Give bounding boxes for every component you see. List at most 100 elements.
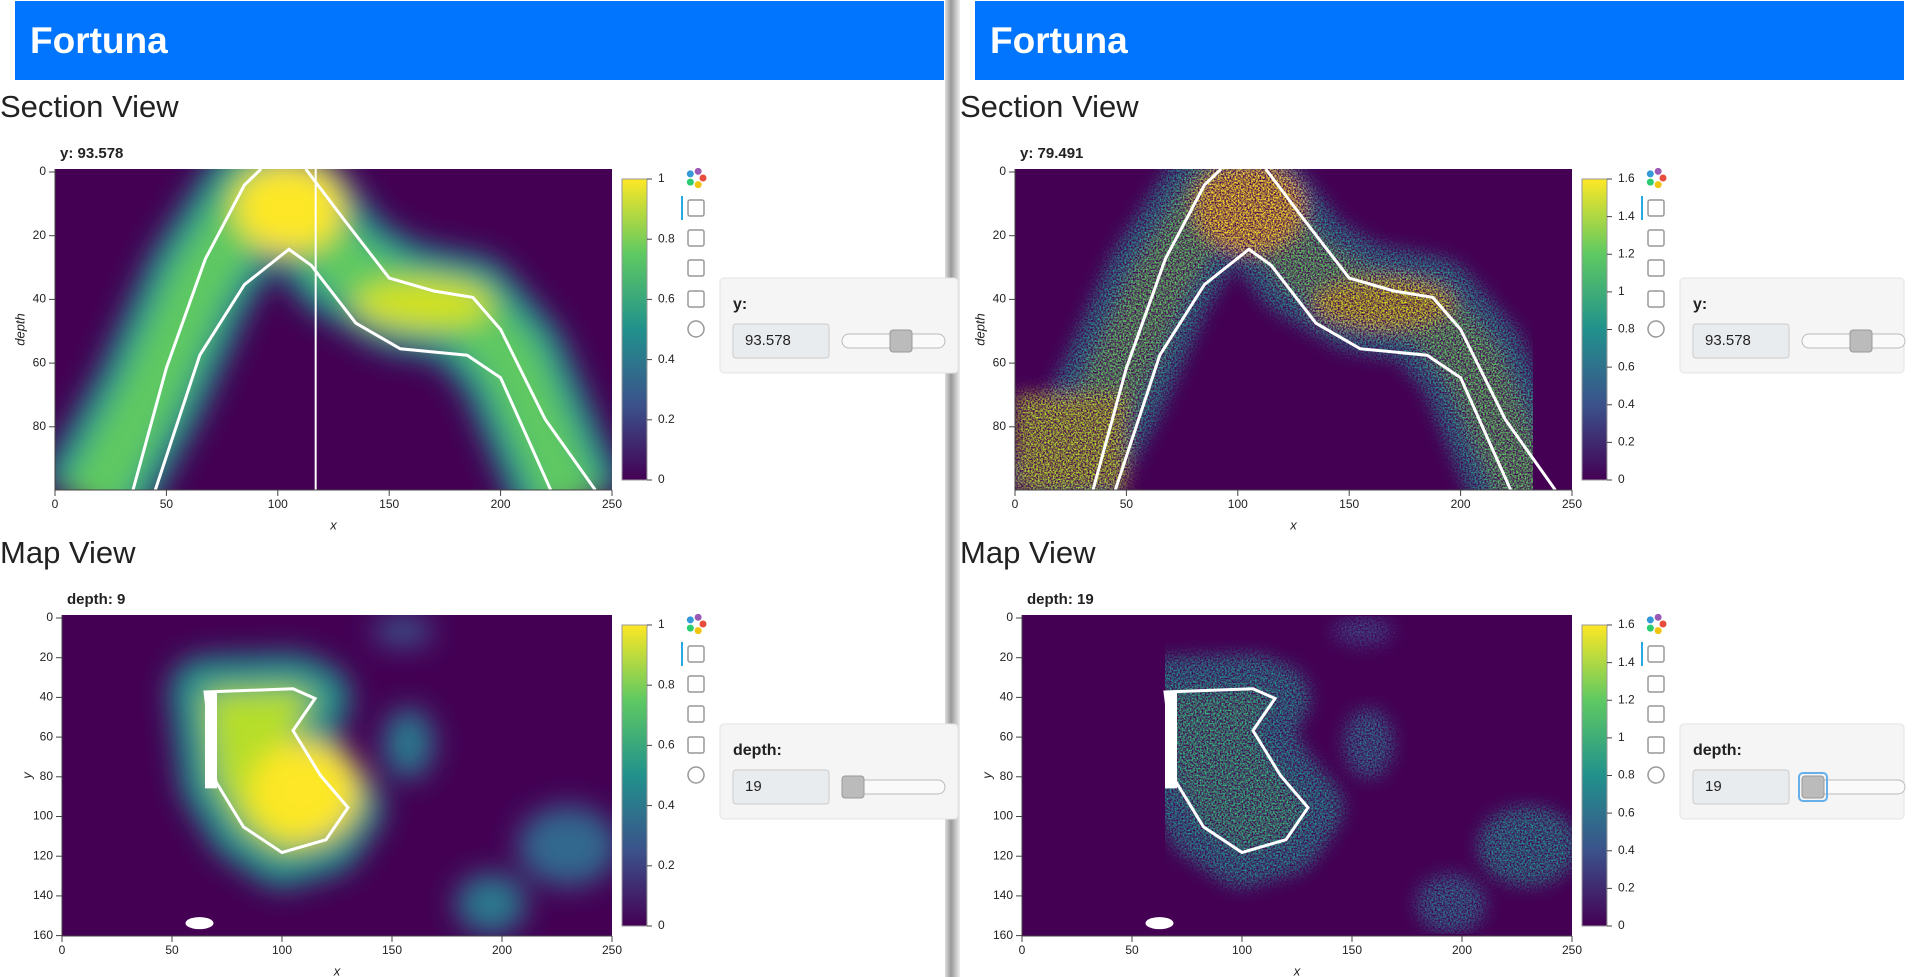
toolbar-button[interactable] [1647,705,1665,723]
slider-focus [1798,772,1828,802]
slider-handle[interactable] [1849,329,1873,353]
horizon-line [304,169,597,490]
x-axis-label: x [1289,517,1297,532]
toolbar-button[interactable] [1647,766,1665,784]
horizon-line [1113,247,1513,490]
toolbar-button[interactable] [687,736,705,754]
toolbar-button[interactable] [1647,320,1665,338]
widget-label: y: [733,296,747,313]
slider-handle[interactable] [841,775,865,799]
colorbar-tick-label: 0 [1618,918,1625,932]
slider-handle[interactable] [889,329,913,353]
y-tick-label: 60 [1000,729,1014,743]
heat-peak [1193,169,1304,253]
y-tick-label: 160 [993,928,1013,942]
horizon-line [131,169,263,490]
toolbar-button[interactable] [687,199,705,217]
toolbar-button[interactable] [1647,290,1665,308]
toolbar-button[interactable] [687,229,705,247]
toolbar-button[interactable] [687,320,705,338]
toolbar-button[interactable] [1647,675,1665,693]
x-axis-label: x [333,963,341,977]
logo-core [693,621,699,627]
toolbar-button[interactable] [1647,199,1665,217]
plot-title: y: 93.578 [60,145,123,162]
colorbar-tick-label: 1.2 [1618,692,1635,706]
x-tick-label: 50 [165,943,179,957]
heatmap [1015,169,1572,490]
logo-dot [1646,616,1654,624]
colorbar [621,178,648,481]
colorbar-tick-label: 1 [1618,730,1625,744]
y-tick-label: 140 [993,888,1013,902]
section-heading: Map View [960,535,1096,570]
toolbar-button[interactable] [1647,736,1665,754]
x-tick-label: 250 [1562,943,1582,957]
white-spot [1145,917,1174,930]
toolbar-button[interactable] [687,290,705,308]
y-tick-label: 40 [33,292,47,306]
logo-dot [686,624,694,632]
colorbar-tick-label: 0.4 [1618,397,1635,411]
value-input[interactable] [732,323,830,359]
colorbar-tick-label: 0.6 [1618,359,1635,373]
x-tick-label: 150 [379,497,399,511]
section-heading: Map View [0,535,136,570]
value-input-text: 19 [1705,778,1722,795]
colorbar-tick-label: 0.2 [1618,881,1635,895]
toolbar-button[interactable] [687,645,705,663]
heat-peak [249,741,359,842]
toolbar-button[interactable] [687,259,705,277]
heatmap [1022,615,1572,936]
x-tick-label: 200 [491,497,511,511]
logo-core [1653,621,1659,627]
section-heading: Section View [0,89,179,124]
heat-spot [383,708,434,779]
heatmap [55,169,612,490]
toolbar-button[interactable] [687,705,705,723]
y-tick-label: 20 [40,650,54,664]
logo-dot [694,627,702,635]
header-bar [15,1,944,80]
colorbar [1581,178,1608,481]
value-input[interactable] [1692,769,1790,805]
heat-peak [1312,278,1453,329]
y-tick-label: 100 [33,809,53,823]
colorbar-tick-label: 0.8 [1618,768,1635,782]
colorbar-tick-label: 0.4 [658,798,675,812]
colorbar-tick-label: 0.4 [658,352,675,366]
toolbar-button[interactable] [1647,229,1665,247]
x-tick-label: 100 [1228,497,1248,511]
x-tick-label: 150 [382,943,402,957]
x-tick-label: 100 [1232,943,1252,957]
value-input[interactable] [1692,323,1790,359]
colorbar-tick-label: 0.4 [1618,843,1635,857]
value-input-text: 19 [745,778,762,795]
widget-label: y: [1693,296,1707,313]
x-tick-label: 0 [1019,943,1026,957]
slider-handle[interactable] [1801,775,1825,799]
colorbar-tick-label: 0 [658,472,665,486]
heatmap-field [55,169,612,490]
colorbar-tick-label: 0.8 [658,677,675,691]
x-tick-label: 50 [1125,943,1139,957]
colorbar [621,624,648,927]
logo-dot [686,616,694,624]
outline [1163,687,1310,855]
outline-thick [205,692,217,789]
toolbar-button[interactable] [1647,645,1665,663]
logo-dot [1646,624,1654,632]
logo-dot [1654,613,1662,621]
y-tick-label: 160 [33,928,53,942]
toolbar-button[interactable] [687,766,705,784]
toolbar-button[interactable] [1647,259,1665,277]
header-title: Fortuna [990,20,1128,61]
section-heading: Section View [960,89,1139,124]
plot-title: depth: 19 [1027,591,1094,608]
logo-core [693,175,699,181]
x-tick-label: 250 [1562,497,1582,511]
x-tick-label: 100 [272,943,292,957]
value-input[interactable] [732,769,830,805]
colorbar-tick-label: 0.6 [658,292,675,306]
toolbar-button[interactable] [687,675,705,693]
